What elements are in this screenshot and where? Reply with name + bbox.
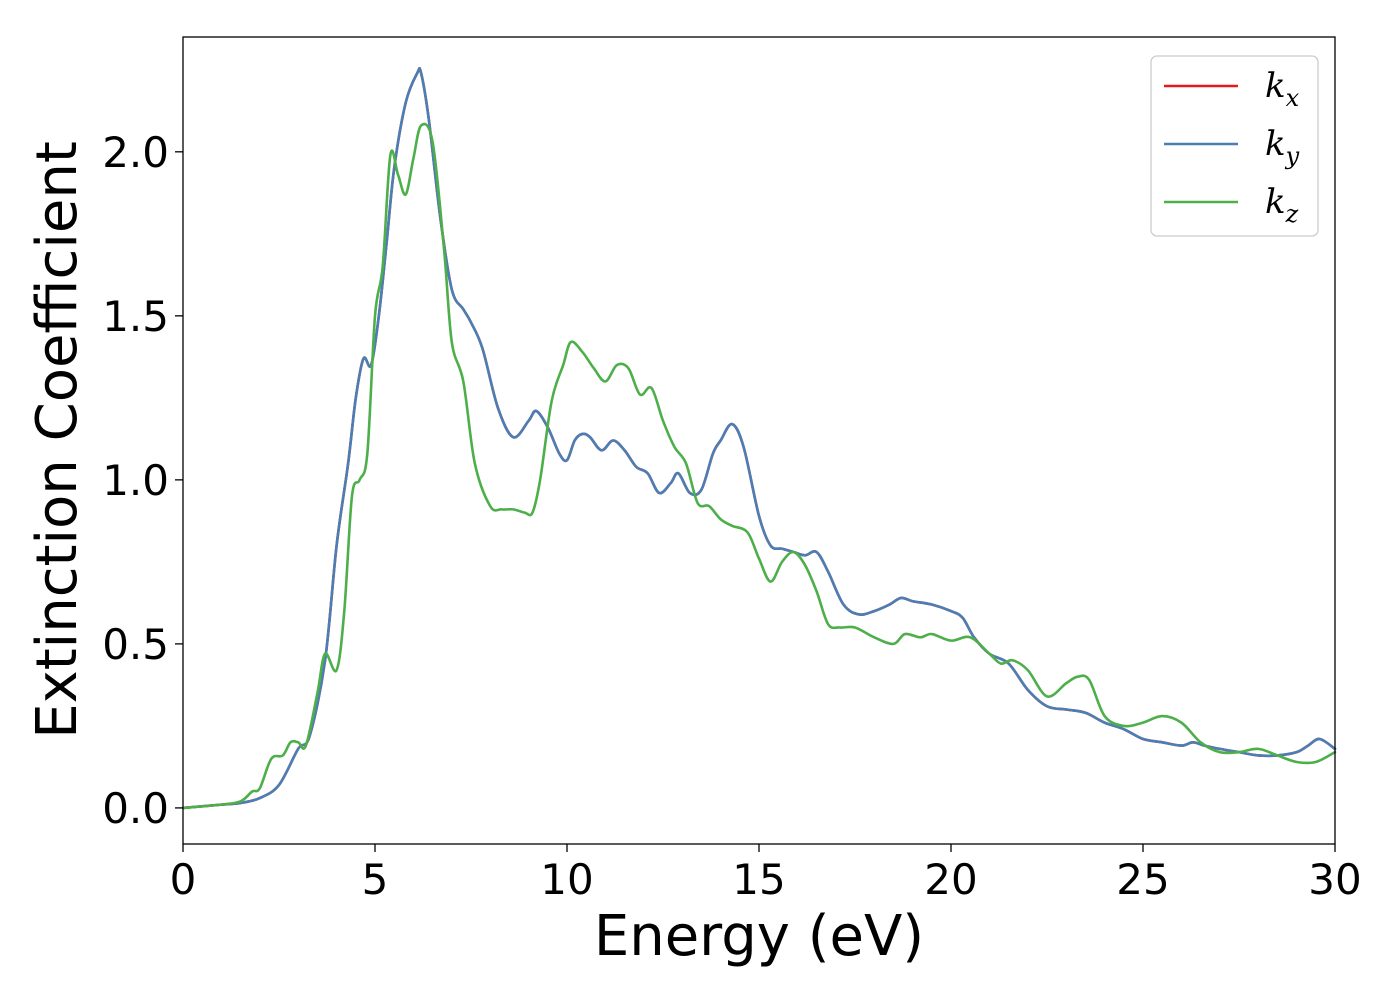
- x-tick-label: 30: [1308, 855, 1361, 904]
- y-tick-label: 2.0: [102, 128, 169, 177]
- y-tick-label: 0.5: [102, 620, 169, 669]
- y-axis-title: Extinction Coefficient: [25, 141, 90, 739]
- x-tick-label: 5: [362, 855, 389, 904]
- x-tick-label: 0: [170, 855, 197, 904]
- x-tick-label: 15: [732, 855, 785, 904]
- legend-label-y: ky: [1265, 124, 1300, 170]
- legend-box: [1150, 55, 1319, 237]
- y-tick-label: 1.0: [102, 456, 169, 505]
- x-tick-label: 20: [924, 855, 977, 904]
- x-axis-title: Energy (eV): [594, 904, 924, 969]
- y-tick-label: 0.0: [102, 784, 169, 833]
- series-line-z: [181, 122, 1337, 810]
- plot-background: [183, 37, 1335, 844]
- y-tick-label: 1.5: [102, 292, 169, 341]
- legend-label-x: kx: [1265, 66, 1300, 112]
- x-tick-label: 25: [1116, 855, 1169, 904]
- ticks-layer: 0 5 10 15 20 25 30 0.0 0.5 1.0 1.5 2.0: [102, 128, 1362, 904]
- series-layer: [181, 67, 1337, 810]
- x-tick-label: 10: [540, 855, 593, 904]
- series-line-y: [181, 67, 1337, 810]
